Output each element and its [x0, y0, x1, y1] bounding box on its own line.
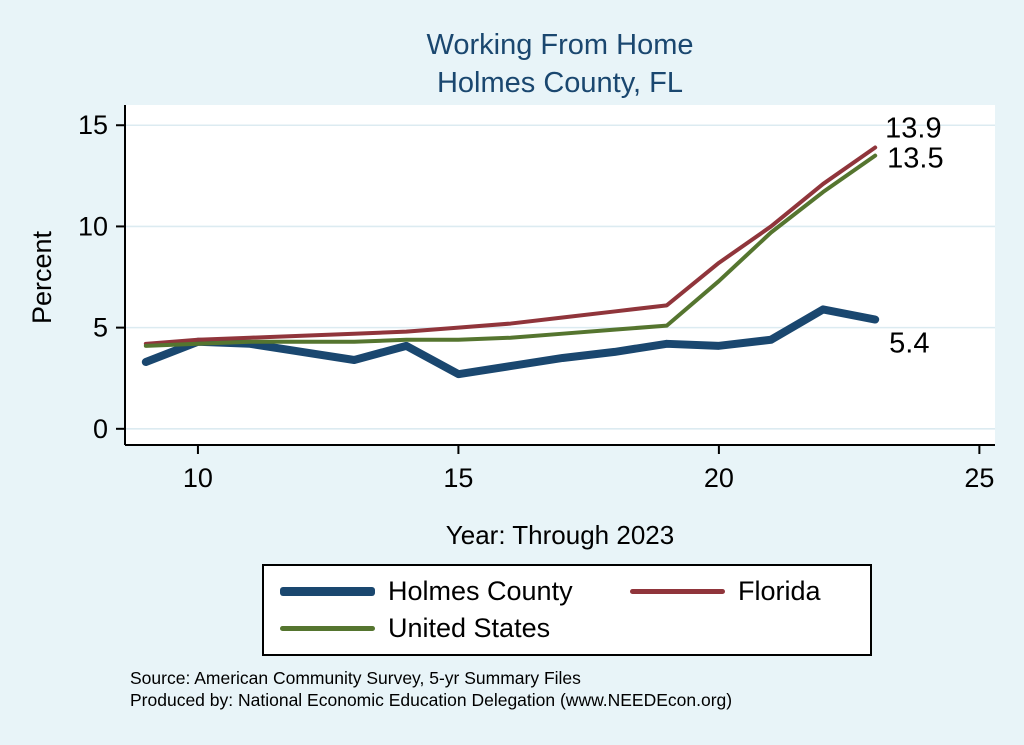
legend-item-holmes-county: Holmes County — [280, 576, 630, 607]
svg-text:25: 25 — [964, 463, 994, 493]
svg-text:5: 5 — [93, 313, 108, 343]
legend-swatch-0 — [280, 587, 375, 596]
legend-label-holmes-county: Holmes County — [388, 576, 573, 606]
svg-text:5.4: 5.4 — [889, 328, 929, 360]
svg-text:13.9: 13.9 — [885, 113, 941, 145]
legend-label-united-states: United States — [388, 613, 551, 643]
svg-text:10: 10 — [78, 211, 108, 241]
source-line2: Produced by: National Economic Education… — [130, 689, 733, 710]
source-line1: Source: American Community Survey, 5-yr … — [130, 668, 581, 688]
source-note: Source: American Community Survey, 5-yr … — [130, 668, 732, 712]
legend: Holmes County Florida United States — [262, 564, 872, 656]
svg-text:15: 15 — [78, 110, 108, 140]
svg-text:13.5: 13.5 — [887, 143, 943, 175]
legend-item-united-states: United States — [280, 613, 630, 644]
legend-swatch-1 — [630, 589, 725, 594]
legend-item-florida: Florida — [630, 576, 870, 607]
chart-title: Working From Home Holmes County, FL — [125, 26, 995, 103]
chart-title-line1: Working From Home — [426, 29, 694, 61]
y-axis-label: Percent — [27, 230, 57, 325]
svg-text:0: 0 — [93, 414, 108, 444]
svg-text:15: 15 — [443, 463, 473, 493]
chart-title-line2: Holmes County, FL — [436, 67, 684, 100]
legend-label-florida: Florida — [738, 576, 821, 606]
svg-text:10: 10 — [183, 463, 213, 493]
legend-swatch-2 — [280, 626, 375, 631]
x-axis-label: Year: Through 2023 — [445, 520, 675, 550]
svg-text:20: 20 — [704, 463, 734, 493]
